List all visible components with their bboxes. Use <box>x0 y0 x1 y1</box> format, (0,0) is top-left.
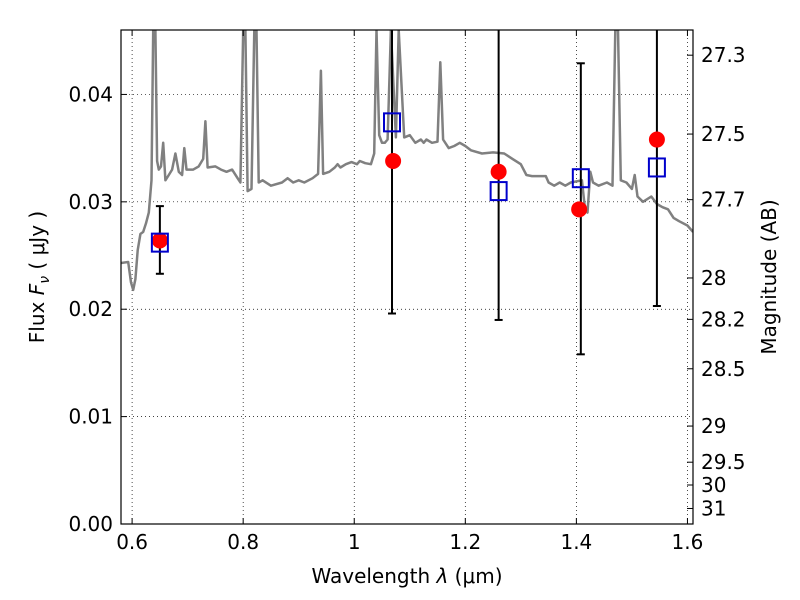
y2-tick-label: 28.2 <box>701 307 746 331</box>
y2-tick-label: 27.5 <box>701 122 746 146</box>
axes: 0.6 0.8 1 1.2 1.4 1.6 0.00 0.01 0.02 0.03 0.04 27.3… <box>68 30 746 554</box>
model-spectrum-line <box>121 30 693 292</box>
x-axis-label: Wavelength λ (μm) <box>311 564 502 588</box>
y-tick-label: 0.03 <box>68 190 113 214</box>
y-tick-label: 0.04 <box>68 82 113 106</box>
x-tick-label: 1 <box>348 530 361 554</box>
observed-point <box>571 168 590 189</box>
x-tick-label: 1.6 <box>672 530 704 554</box>
observed-point <box>150 232 169 253</box>
y-tick-label: 0.01 <box>68 405 113 429</box>
y2-tick-label: 27.3 <box>701 43 746 67</box>
y-tick-label: 0.00 <box>68 512 113 536</box>
y2-tick-label: 27.7 <box>701 188 746 212</box>
y2-tick-label: 31 <box>701 496 726 520</box>
model-point <box>385 153 402 170</box>
y2-tick-label: 29.5 <box>701 450 746 474</box>
observed-point <box>383 112 402 133</box>
model-point <box>648 131 665 148</box>
grid <box>121 30 693 525</box>
model-point <box>151 232 168 249</box>
plot-area <box>121 30 693 356</box>
y2-tick-label: 29 <box>701 414 726 438</box>
y2-axis-label: Magnitude (AB) <box>757 199 781 354</box>
y2-tick-label: 28 <box>701 266 726 290</box>
observed-point <box>647 157 666 178</box>
x-tick-label: 0.8 <box>227 530 259 554</box>
y2-tick-label: 28.5 <box>701 357 746 381</box>
model-point <box>571 201 588 218</box>
x-tick-label: 0.6 <box>116 530 148 554</box>
y-axis-label: Flux Fν ( μJy ) <box>25 211 53 343</box>
model-point <box>490 163 507 180</box>
y-tick-label: 0.02 <box>68 297 113 321</box>
y2-tick-label: 30 <box>701 473 726 497</box>
x-tick-label: 1.4 <box>560 530 592 554</box>
observed-point <box>489 181 508 202</box>
plot-frame <box>120 29 694 525</box>
x-tick-label: 1.2 <box>449 530 481 554</box>
